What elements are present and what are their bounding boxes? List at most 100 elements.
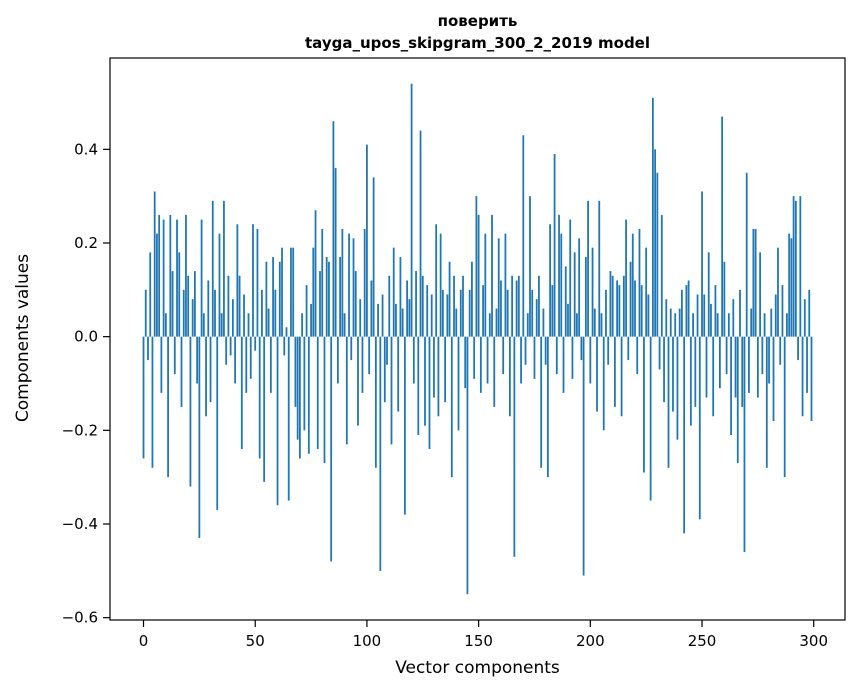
bar xyxy=(797,336,799,361)
bar xyxy=(745,172,748,337)
bar xyxy=(187,275,190,337)
bar xyxy=(640,285,643,337)
bar xyxy=(500,280,502,337)
bar xyxy=(555,336,558,375)
bar xyxy=(654,149,656,337)
bar xyxy=(705,336,708,398)
bar xyxy=(609,271,612,337)
bar xyxy=(551,285,554,337)
bar xyxy=(227,275,230,337)
bar xyxy=(274,289,277,337)
bar xyxy=(725,336,728,375)
bar xyxy=(339,257,341,337)
bar xyxy=(493,336,496,407)
bar xyxy=(660,214,663,337)
bar xyxy=(759,252,761,337)
y-tick-label: −0.4 xyxy=(62,515,98,533)
bar xyxy=(243,294,245,337)
bar xyxy=(231,299,234,337)
bar xyxy=(506,289,509,337)
bar xyxy=(683,336,686,534)
bar xyxy=(314,210,317,337)
bar xyxy=(167,336,169,478)
bar xyxy=(549,224,551,337)
bar xyxy=(265,261,268,337)
bar xyxy=(404,336,406,515)
bar xyxy=(245,336,248,393)
bar xyxy=(323,336,326,464)
bar xyxy=(605,289,607,337)
y-tick-label: 0.4 xyxy=(74,140,98,158)
bar xyxy=(272,257,274,337)
bar xyxy=(739,289,741,337)
bar xyxy=(160,336,163,393)
bar xyxy=(312,247,315,337)
bar xyxy=(455,308,458,337)
bar xyxy=(730,336,732,436)
bar xyxy=(287,336,290,501)
bar xyxy=(390,336,393,445)
bar xyxy=(357,336,359,426)
bar xyxy=(234,336,236,384)
bar xyxy=(299,336,301,459)
bar xyxy=(198,336,201,539)
bar xyxy=(479,336,482,393)
bar xyxy=(509,336,511,417)
bar xyxy=(692,313,694,337)
bar xyxy=(696,294,699,337)
bar xyxy=(343,313,346,337)
bar xyxy=(207,280,210,337)
bar xyxy=(156,233,158,337)
bar xyxy=(359,299,362,337)
bar xyxy=(752,228,755,337)
bar xyxy=(806,336,808,393)
bar xyxy=(229,336,232,356)
bar xyxy=(419,130,422,337)
bar xyxy=(437,336,440,417)
bar xyxy=(587,200,589,337)
bar xyxy=(223,200,225,337)
bar xyxy=(488,313,491,337)
bar xyxy=(292,247,295,337)
bar xyxy=(761,336,764,375)
bar xyxy=(296,336,299,440)
bar xyxy=(169,214,172,337)
bar xyxy=(576,313,578,337)
bar xyxy=(591,247,594,337)
bar xyxy=(788,233,791,337)
bar xyxy=(162,219,165,337)
bar xyxy=(721,116,724,337)
bar xyxy=(743,336,746,553)
bar xyxy=(502,336,505,375)
bar xyxy=(634,280,636,337)
x-tick-label: 200 xyxy=(576,632,605,650)
bar xyxy=(428,336,431,450)
bar xyxy=(748,336,750,393)
bar xyxy=(388,275,391,337)
bar xyxy=(486,336,489,384)
y-tick-label: 0.0 xyxy=(74,328,98,346)
bar xyxy=(191,299,194,337)
axes-frame xyxy=(109,57,846,621)
bar xyxy=(294,336,297,407)
bar xyxy=(665,299,668,337)
bar xyxy=(412,336,415,384)
bar xyxy=(462,275,464,337)
bar xyxy=(182,289,185,337)
bar xyxy=(446,294,449,337)
bar xyxy=(330,336,333,562)
bar xyxy=(672,336,674,412)
bar xyxy=(200,219,203,337)
bar xyxy=(267,308,270,337)
bar xyxy=(424,336,426,426)
bar xyxy=(466,336,469,595)
bar xyxy=(627,336,630,361)
bar xyxy=(600,313,603,337)
bar xyxy=(336,336,339,384)
bar xyxy=(194,271,196,337)
bar xyxy=(714,285,717,337)
bar xyxy=(386,336,388,365)
bar xyxy=(777,247,779,337)
bar xyxy=(756,336,759,398)
